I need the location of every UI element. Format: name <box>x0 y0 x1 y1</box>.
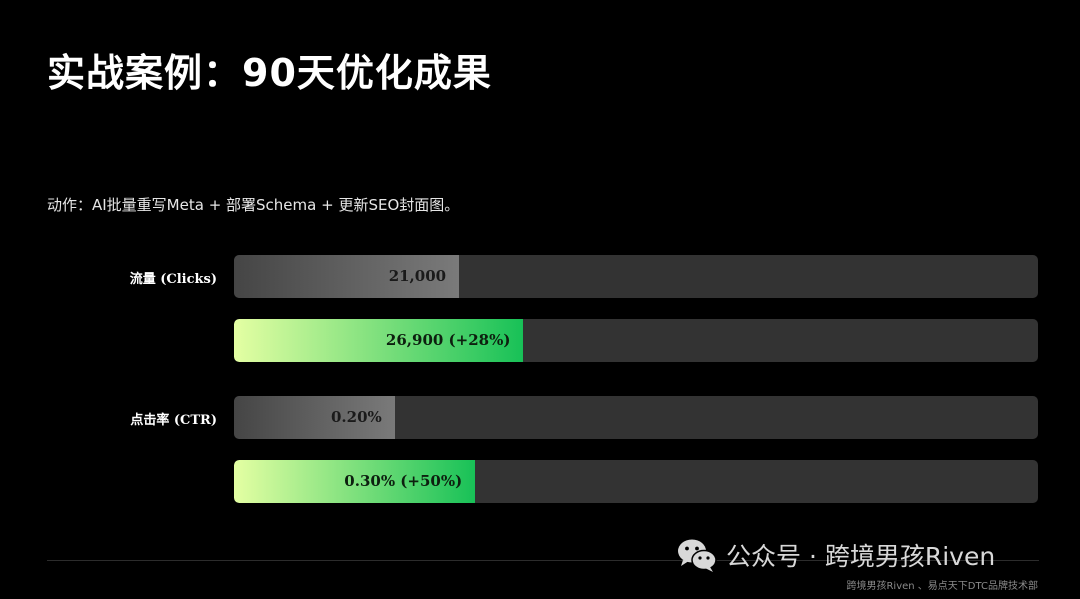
bar-value-ctr-after: 0.30% (+50%) <box>344 472 463 490</box>
bar-clicks-after: 26,900 (+28%) <box>234 319 524 362</box>
bar-ctr-after: 0.30% (+50%) <box>234 460 476 503</box>
bar-track-clicks-after: 26,900 (+28%) <box>234 319 1038 362</box>
bar-value-ctr-before: 0.20% <box>331 408 382 426</box>
bar-value-clicks-after: 26,900 (+28%) <box>385 331 511 349</box>
bar-clicks-before: 21,000 <box>234 255 460 298</box>
bar-ctr-before: 0.20% <box>234 396 395 439</box>
group-label-clicks: 流量 (Clicks) <box>129 272 217 287</box>
action-description: 动作：AI批量重写Meta + 部署Schema + 更新SEO封面图。 <box>47 196 460 214</box>
footer-credit: 跨境男孩Riven 、易点天下DTC品牌技术部 <box>846 581 1038 592</box>
group-label-ctr: 点击率 (CTR) <box>130 413 217 428</box>
bar-track-ctr-after: 0.30% (+50%) <box>234 460 1038 503</box>
watermark: 公众号 · 跨境男孩Riven <box>676 536 995 574</box>
watermark-text: 公众号 · 跨境男孩Riven <box>726 542 996 571</box>
bar-track-clicks-before: 21,000 <box>234 255 1038 298</box>
bar-track-ctr-before: 0.20% <box>234 396 1038 439</box>
page-title: 实战案例：90天优化成果 <box>47 51 492 95</box>
wechat-icon <box>678 539 717 572</box>
bar-value-clicks-before: 21,000 <box>388 267 447 285</box>
footer-divider <box>47 560 1039 561</box>
